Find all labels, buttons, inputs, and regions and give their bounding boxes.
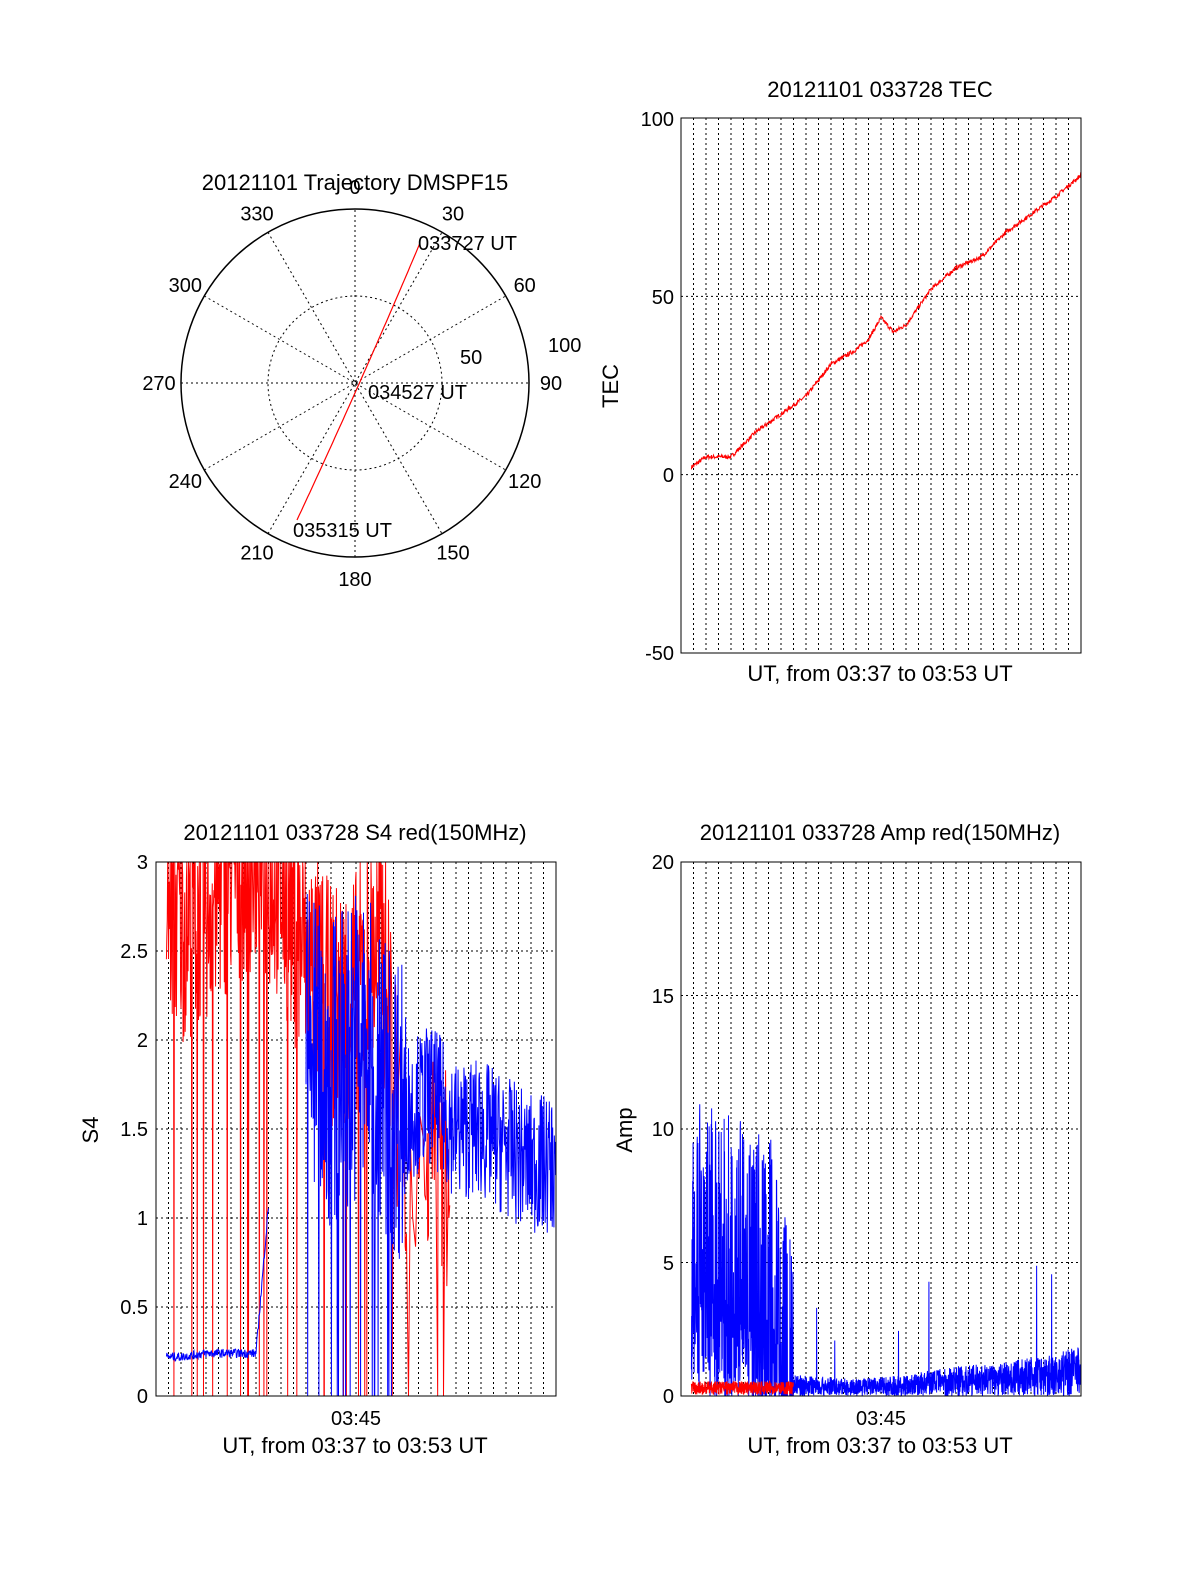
amp-y-axis-label: Amp [612, 1107, 637, 1152]
tec-plot-frame [680, 117, 1082, 654]
s4-y-axis-label: S4 [78, 1117, 103, 1144]
track-end-label: 035315 UT [293, 520, 392, 542]
angle-label: 330 [240, 203, 273, 225]
y-tick-label: 0 [663, 1386, 674, 1408]
angle-label: 120 [508, 471, 541, 493]
track-start-label: 033727 UT [418, 233, 517, 255]
amp-x-axis-label: UT, from 03:37 to 03:53 UT [747, 1433, 1012, 1458]
y-tick-label: 10 [652, 1119, 674, 1141]
tec-title: 20121101 033728 TEC [767, 77, 993, 102]
angle-label: 150 [436, 543, 469, 565]
angle-label: 30 [442, 203, 464, 225]
polar-grid [180, 208, 530, 558]
polar-spoke [204, 295, 506, 471]
s4-panel: 20121101 033728 S4 red(150MHz) 0 0.5 1 1… [78, 820, 557, 1458]
angle-label: 240 [169, 471, 202, 493]
amp-series [690, 1104, 1082, 1397]
angle-label: 180 [338, 569, 371, 591]
s4-blue-low-segment [165, 1208, 269, 1362]
y-tick-label: 5 [663, 1253, 674, 1275]
x-tick-label: 03:45 [331, 1408, 381, 1430]
amp-plot-frame [680, 861, 1082, 1397]
tec-y-ticks: -50 0 50 100 [641, 109, 674, 665]
tec-series [690, 172, 1082, 470]
y-tick-label: 0 [137, 1386, 148, 1408]
y-tick-label: 15 [652, 986, 674, 1008]
angle-label: 60 [514, 275, 536, 297]
y-tick-label: 1.5 [120, 1119, 148, 1141]
s4-title: 20121101 033728 S4 red(150MHz) [183, 820, 526, 845]
y-tick-label: 2.5 [120, 941, 148, 963]
y-tick-label: 1 [137, 1208, 148, 1230]
amp-title: 20121101 033728 Amp red(150MHz) [700, 820, 1060, 845]
radial-label: 100 [548, 335, 581, 357]
angle-label: 90 [540, 373, 562, 395]
angle-label: 210 [240, 543, 273, 565]
y-tick-label: 0 [663, 465, 674, 487]
amp-panel: 20121101 033728 Amp red(150MHz) 0 5 10 1… [612, 820, 1082, 1458]
y-tick-label: 20 [652, 852, 674, 874]
s4-blue-series [305, 893, 557, 1397]
polar-spoke [267, 232, 443, 534]
y-tick-label: 0.5 [120, 1297, 148, 1319]
amp-blue-series [690, 1104, 1082, 1397]
angle-label: 0 [349, 177, 360, 199]
angle-label: 270 [142, 373, 175, 395]
y-tick-label: 50 [652, 287, 674, 309]
y-tick-label: 3 [137, 852, 148, 874]
s4-series [165, 861, 557, 1397]
polar-spoke [204, 295, 506, 471]
angle-label: 300 [169, 275, 202, 297]
tec-line [690, 172, 1082, 470]
s4-x-axis-label: UT, from 03:37 to 03:53 UT [222, 1433, 487, 1458]
tec-y-axis-label: TEC [598, 364, 623, 408]
polar-spoke [267, 232, 443, 534]
y-tick-label: -50 [645, 643, 674, 665]
trajectory-track [296, 242, 421, 521]
trajectory-title: 20121101 Trajectory DMSPF15 [202, 170, 509, 195]
amp-y-ticks: 0 5 10 15 20 [652, 852, 674, 1408]
y-tick-label: 2 [137, 1030, 148, 1052]
tec-grid [681, 118, 1081, 653]
radial-label: 50 [460, 347, 482, 369]
s4-y-ticks: 0 0.5 1 1.5 2 2.5 3 [120, 852, 148, 1408]
y-tick-label: 100 [641, 109, 674, 131]
trajectory-polar-panel: 20121101 Trajectory DMSPF15 0 30 60 90 1… [142, 170, 581, 591]
tec-x-axis-label: UT, from 03:37 to 03:53 UT [747, 661, 1012, 686]
s4-plot-frame [155, 861, 557, 1397]
x-tick-label: 03:45 [856, 1408, 906, 1430]
amp-red-series [690, 1380, 794, 1396]
track-mid-label: 034527 UT [368, 382, 467, 404]
tec-panel: 20121101 033728 TEC -50 0 50 100 TEC UT,… [598, 77, 1082, 686]
polar-angle-labels: 0 30 60 90 120 150 180 210 240 270 300 3… [142, 177, 562, 591]
